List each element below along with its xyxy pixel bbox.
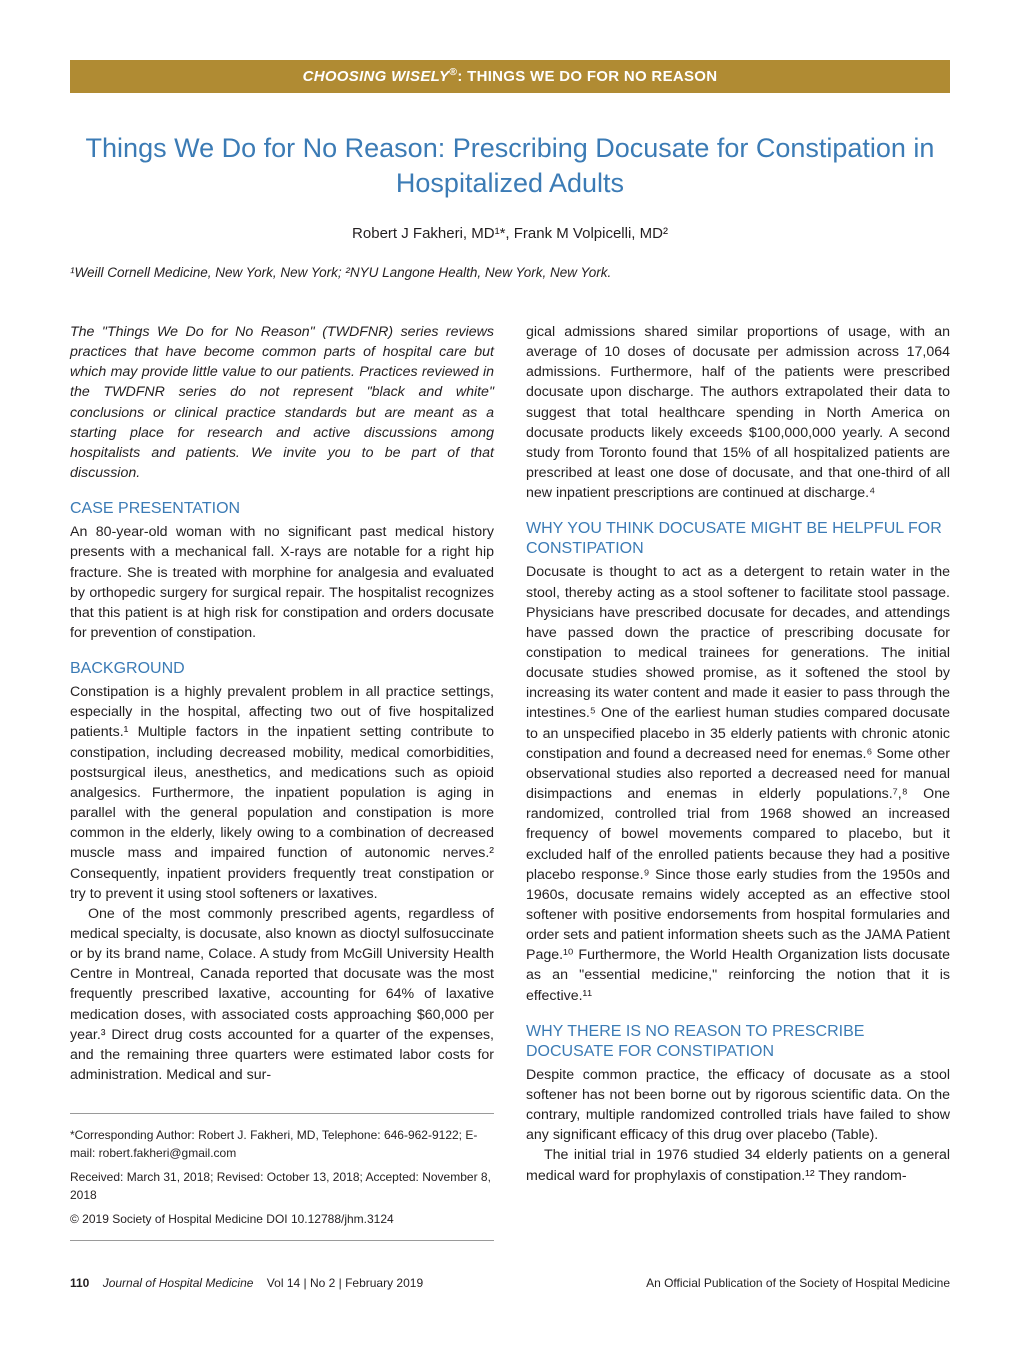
section-banner: CHOOSING WISELY®: THINGS WE DO FOR NO RE… [70,60,950,93]
heading-case-presentation: CASE PRESENTATION [70,499,494,519]
page-number: 110 [70,1276,89,1290]
background-continuation: gical admissions shared similar proporti… [526,322,950,503]
series-intro: The "Things We Do for No Reason" (TWDFNR… [70,322,494,483]
heading-background: BACKGROUND [70,659,494,679]
right-column: gical admissions shared similar proporti… [526,322,950,1241]
why-helpful-body: Docusate is thought to act as a detergen… [526,562,950,1005]
heading-why-helpful: WHY YOU THINK DOCUSATE MIGHT BE HELPFUL … [526,519,950,559]
heading-why-no-reason: WHY THERE IS NO REASON TO PRESCRIBE DOCU… [526,1022,950,1062]
authors-line: Robert J Fakheri, MD¹*, Frank M Volpicel… [70,223,950,244]
corresponding-author-box: *Corresponding Author: Robert J. Fakheri… [70,1113,494,1241]
banner-prefix: CHOOSING WISELY [303,68,450,85]
affiliations: ¹Weill Cornell Medicine, New York, New Y… [70,263,950,282]
received-dates: Received: March 31, 2018; Revised: Octob… [70,1168,494,1204]
footer-left: 110 Journal of Hospital Medicine Vol 14 … [70,1275,423,1292]
left-column: The "Things We Do for No Reason" (TWDFNR… [70,322,494,1241]
why-no-reason-p2: The initial trial in 1976 studied 34 eld… [526,1145,950,1185]
copyright-line: © 2019 Society of Hospital Medicine DOI … [70,1210,494,1228]
case-presentation-body: An 80-year-old woman with no significant… [70,522,494,643]
journal-name: Journal of Hospital Medicine [103,1276,254,1290]
footer-right: An Official Publication of the Society o… [646,1275,950,1292]
corresponding-author: *Corresponding Author: Robert J. Fakheri… [70,1126,494,1162]
background-p1: Constipation is a highly prevalent probl… [70,682,494,904]
running-footer: 110 Journal of Hospital Medicine Vol 14 … [70,1275,950,1292]
why-no-reason-p1: Despite common practice, the efficacy of… [526,1065,950,1146]
two-column-body: The "Things We Do for No Reason" (TWDFNR… [70,322,950,1241]
background-p2: One of the most commonly prescribed agen… [70,904,494,1085]
volume-issue: Vol 14 | No 2 | February 2019 [267,1276,423,1290]
article-title: Things We Do for No Reason: Prescribing … [70,131,950,201]
